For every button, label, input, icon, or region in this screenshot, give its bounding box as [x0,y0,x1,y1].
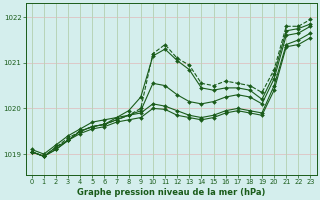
X-axis label: Graphe pression niveau de la mer (hPa): Graphe pression niveau de la mer (hPa) [77,188,265,197]
